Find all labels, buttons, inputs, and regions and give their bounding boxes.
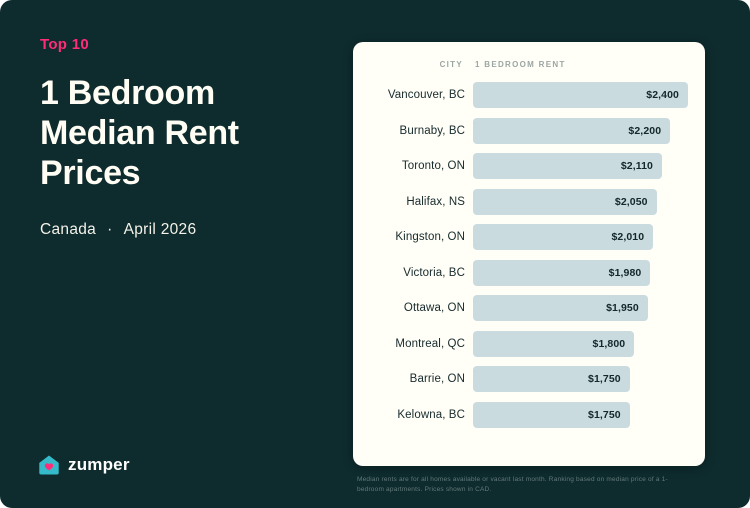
subtitle: Canada · April 2026 <box>40 221 330 239</box>
city-label: Toronto, ON <box>401 160 465 172</box>
rent-value: $1,800 <box>592 337 626 350</box>
bar-area: $1,750 <box>465 401 688 428</box>
rent-value: $1,750 <box>588 408 621 421</box>
bar-area: $2,200 <box>465 117 688 144</box>
bar-area: $2,110 <box>465 153 688 179</box>
city-label: Kelowna, BC <box>397 408 465 421</box>
city-label: Ottawa, ON <box>403 302 465 314</box>
footnote-text: Median rents are for all homes available… <box>357 476 668 494</box>
bar-area: $2,050 <box>465 188 688 215</box>
chart-row: Victoria, BC $1,980 <box>369 259 688 286</box>
rent-bar: $2,200 <box>473 117 671 144</box>
bar-area: $1,750 <box>465 366 688 392</box>
subtitle-separator: · <box>107 221 113 239</box>
eyebrow-label: Top 10 <box>40 36 90 53</box>
rent-value: $2,110 <box>620 160 653 172</box>
column-header-city: CITY <box>439 60 463 69</box>
chart-row: Vancouver, BC $2,400 <box>369 82 688 108</box>
rent-value: $1,980 <box>608 266 642 279</box>
chart-row: Halifax, NS $2,050 <box>369 188 688 215</box>
chart-row: Burnaby, BC $2,200 <box>369 117 688 144</box>
bar-area: $2,400 <box>465 82 688 108</box>
rent-value: $2,050 <box>614 195 648 208</box>
column-header-rent: 1 BEDROOM RENT <box>475 60 566 69</box>
city-label: Barrie, ON <box>409 373 465 385</box>
city-label: Kingston, ON <box>395 231 465 243</box>
left-column: Top 10 1 Bedroom Median Rent Prices Cana… <box>40 36 330 239</box>
rent-value: $1,750 <box>588 373 621 385</box>
chart-row: Ottawa, ON $1,950 <box>369 295 688 321</box>
rent-value: $2,400 <box>646 89 679 101</box>
city-label: Burnaby, BC <box>399 124 465 137</box>
zumper-wordmark: zumper <box>68 455 130 474</box>
bar-area: $1,950 <box>465 295 688 321</box>
bar-area: $2,010 <box>465 224 688 250</box>
city-label: Montreal, QC <box>395 337 465 350</box>
rent-value: $2,200 <box>628 124 662 137</box>
city-label: Vancouver, BC <box>387 89 465 101</box>
city-label: Victoria, BC <box>403 266 465 279</box>
page-title: 1 Bedroom Median Rent Prices <box>40 74 239 193</box>
rent-bar: $1,980 <box>473 259 651 286</box>
rent-value: $2,010 <box>611 231 645 243</box>
chart-row: Kingston, ON $2,010 <box>369 224 688 250</box>
chart-row: Toronto, ON $2,110 <box>369 153 688 179</box>
bar-area: $1,800 <box>465 330 688 357</box>
rent-bar: $2,010 <box>473 224 654 250</box>
chart-row: Kelowna, BC $1,750 <box>369 401 688 428</box>
chart-row: Montreal, QC $1,800 <box>369 330 688 357</box>
rent-bar: $1,950 <box>473 295 648 321</box>
rent-chart-card: CITY 1 BEDROOM RENT Vancouver, BC $2,400 B… <box>353 42 705 466</box>
rent-bar: $2,400 <box>473 82 688 108</box>
rent-bar: $2,110 <box>473 153 662 179</box>
chart-row: Barrie, ON $1,750 <box>369 366 688 392</box>
subtitle-date: April 2026 <box>123 221 197 239</box>
column-headers: CITY 1 BEDROOM RENT <box>369 60 688 69</box>
zumper-logo: zumper <box>38 454 130 476</box>
rent-value: $1,950 <box>606 302 639 314</box>
subtitle-region: Canada <box>40 221 97 239</box>
rent-bar: $1,750 <box>473 366 630 392</box>
zumper-house-icon <box>38 454 60 476</box>
rent-bar: $1,800 <box>473 330 635 357</box>
rent-bar: $1,750 <box>473 401 630 428</box>
bar-area: $1,980 <box>465 259 688 286</box>
city-label: Halifax, NS <box>406 195 465 208</box>
rent-bar: $2,050 <box>473 188 657 215</box>
chart-rows: Vancouver, BC $2,400 Burnaby, BC $2,200 Toro… <box>369 82 688 428</box>
